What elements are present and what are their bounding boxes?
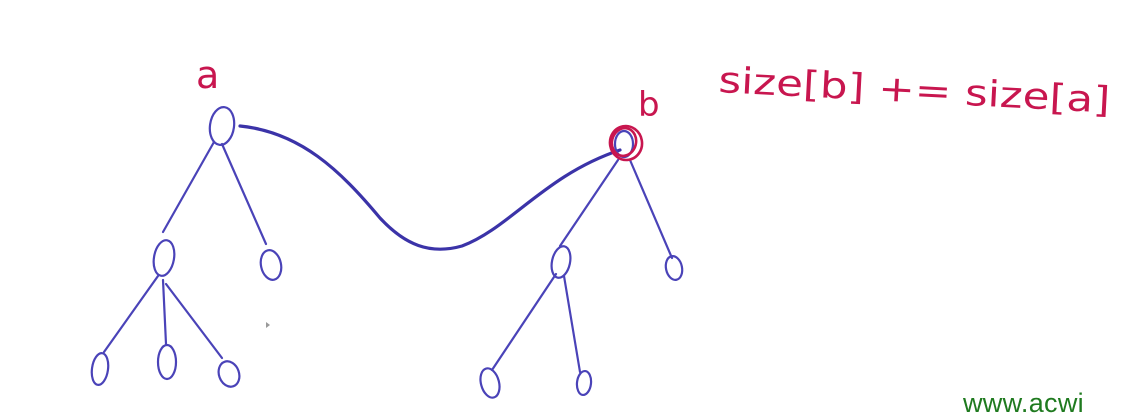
leaf-node-2 <box>156 343 178 381</box>
edge-a-right-child <box>220 142 268 246</box>
edge-b-left-leaf-2 <box>562 274 582 374</box>
label-node-b: b <box>638 85 660 125</box>
edge-a-left-child <box>161 140 216 234</box>
edge-b-left-leaf-1 <box>490 272 558 372</box>
leaf-node-b-1 <box>479 367 501 399</box>
formula-text: size[b] += size[a] <box>718 60 1112 121</box>
mouse-cursor-icon <box>266 322 270 328</box>
watermark-text: www.acwi <box>963 388 1084 418</box>
node-a-left-child <box>152 239 176 277</box>
node-b-right-child <box>664 255 684 281</box>
edge-left-child-leaf-2 <box>161 278 168 346</box>
tree-b <box>479 124 684 399</box>
merge-edge-a-to-b <box>238 124 622 251</box>
node-a-right-child <box>259 249 283 281</box>
label-node-a: a <box>196 53 219 97</box>
edge-b-right-child <box>628 158 674 260</box>
tree-a <box>90 106 283 388</box>
node-b <box>608 124 644 162</box>
node-b-left-child <box>550 245 572 279</box>
edge-b-left-child <box>558 158 620 248</box>
edge-left-child-leaf-3 <box>164 282 224 360</box>
leaf-node-b-2 <box>575 369 593 397</box>
leaf-node-1 <box>90 352 110 386</box>
edge-left-child-leaf-1 <box>102 274 160 354</box>
node-a <box>208 106 236 146</box>
leaf-node-3 <box>217 360 241 388</box>
node-b-highlight-ring <box>610 126 638 158</box>
